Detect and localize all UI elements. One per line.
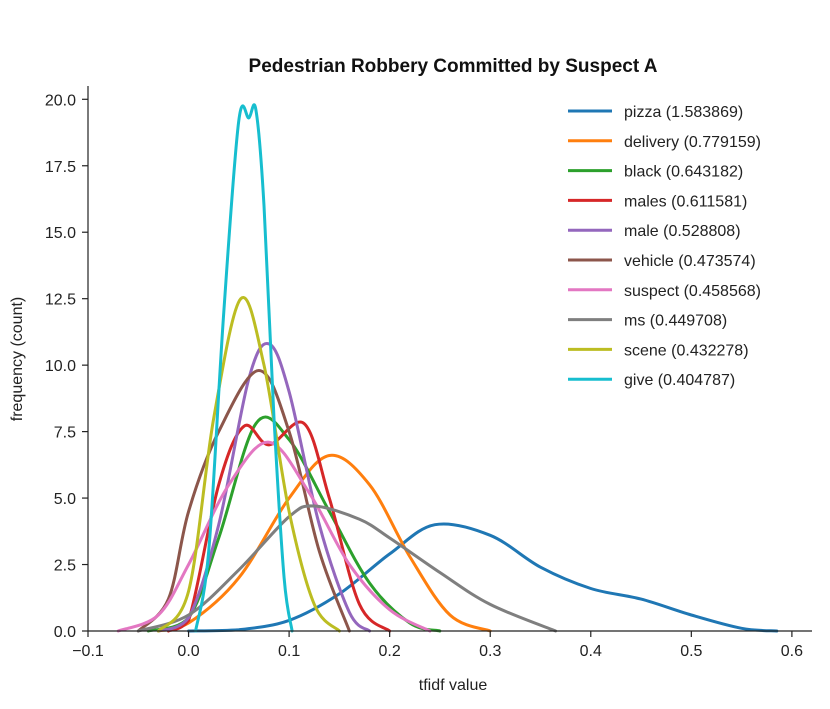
series-line-suspect [116,440,432,633]
y-tick-label: 17.5 [45,159,76,176]
series-line-vehicle [136,369,351,633]
legend-label: pizza (1.583869) [624,104,743,121]
x-tick-label: 0.4 [580,643,602,660]
x-tick-label: 0.3 [479,643,501,660]
legend-item-black: black (0.643182) [568,164,743,181]
y-tick-label: 2.5 [54,558,76,575]
series-line-ms [136,504,558,633]
legend-item-suspect: suspect (0.458568) [568,283,761,300]
y-axis-label: frequency (count) [9,297,26,422]
y-ticks: 0.0 2.5 5.0 7.5 10.0 12.5 15.0 17.5 20.0 [45,92,88,641]
legend-label: black (0.643182) [624,164,743,181]
legend-item-male: male (0.528808) [568,223,741,240]
legend-label: give (0.404787) [624,372,735,389]
y-tick-label: 12.5 [45,292,76,309]
y-tick-label: 20.0 [45,92,76,109]
series-line-delivery [156,453,492,633]
x-tick-label: 0.6 [781,643,803,660]
series-line-pizza [187,522,779,633]
x-tick-label: 0.0 [177,643,199,660]
legend-item-give: give (0.404787) [568,372,735,389]
legend-item-males: males (0.611581) [568,193,747,210]
y-tick-label: 15.0 [45,225,76,242]
legend-label: suspect (0.458568) [624,283,761,300]
legend-label: scene (0.432278) [624,342,749,359]
legend-label: vehicle (0.473574) [624,253,756,270]
legend-label: ms (0.449708) [624,313,727,330]
legend-item-pizza: pizza (1.583869) [568,104,743,121]
legend-item-delivery: delivery (0.779159) [568,134,761,151]
series-line-black [146,415,442,633]
chart-title: Pedestrian Robbery Committed by Suspect … [249,56,658,77]
legend-label: males (0.611581) [624,193,747,210]
x-ticks: −0.1 0.0 0.1 0.2 0.3 0.4 0.5 0.6 [72,631,803,660]
legend-label: male (0.528808) [624,223,741,240]
x-tick-label: −0.1 [72,643,104,660]
x-tick-label: 0.5 [680,643,702,660]
x-tick-label: 0.1 [278,643,300,660]
y-tick-label: 10.0 [45,358,76,375]
legend-label: delivery (0.779159) [624,134,761,151]
legend: pizza (1.583869) delivery (0.779159) black… [568,104,761,389]
series-line-scene [156,295,341,633]
series-layer [116,103,779,633]
legend-item-scene: scene (0.432278) [568,342,749,359]
x-axis-label: tfidf value [419,677,488,694]
series-line-males [166,420,392,633]
x-tick-label: 0.2 [379,643,401,660]
y-tick-label: 5.0 [54,491,76,508]
legend-item-vehicle: vehicle (0.473574) [568,253,756,270]
series-line-male [156,342,372,633]
y-tick-label: 0.0 [54,624,76,641]
legend-item-ms: ms (0.449708) [568,313,727,330]
y-tick-label: 7.5 [54,425,76,442]
series-line-give [194,103,294,633]
